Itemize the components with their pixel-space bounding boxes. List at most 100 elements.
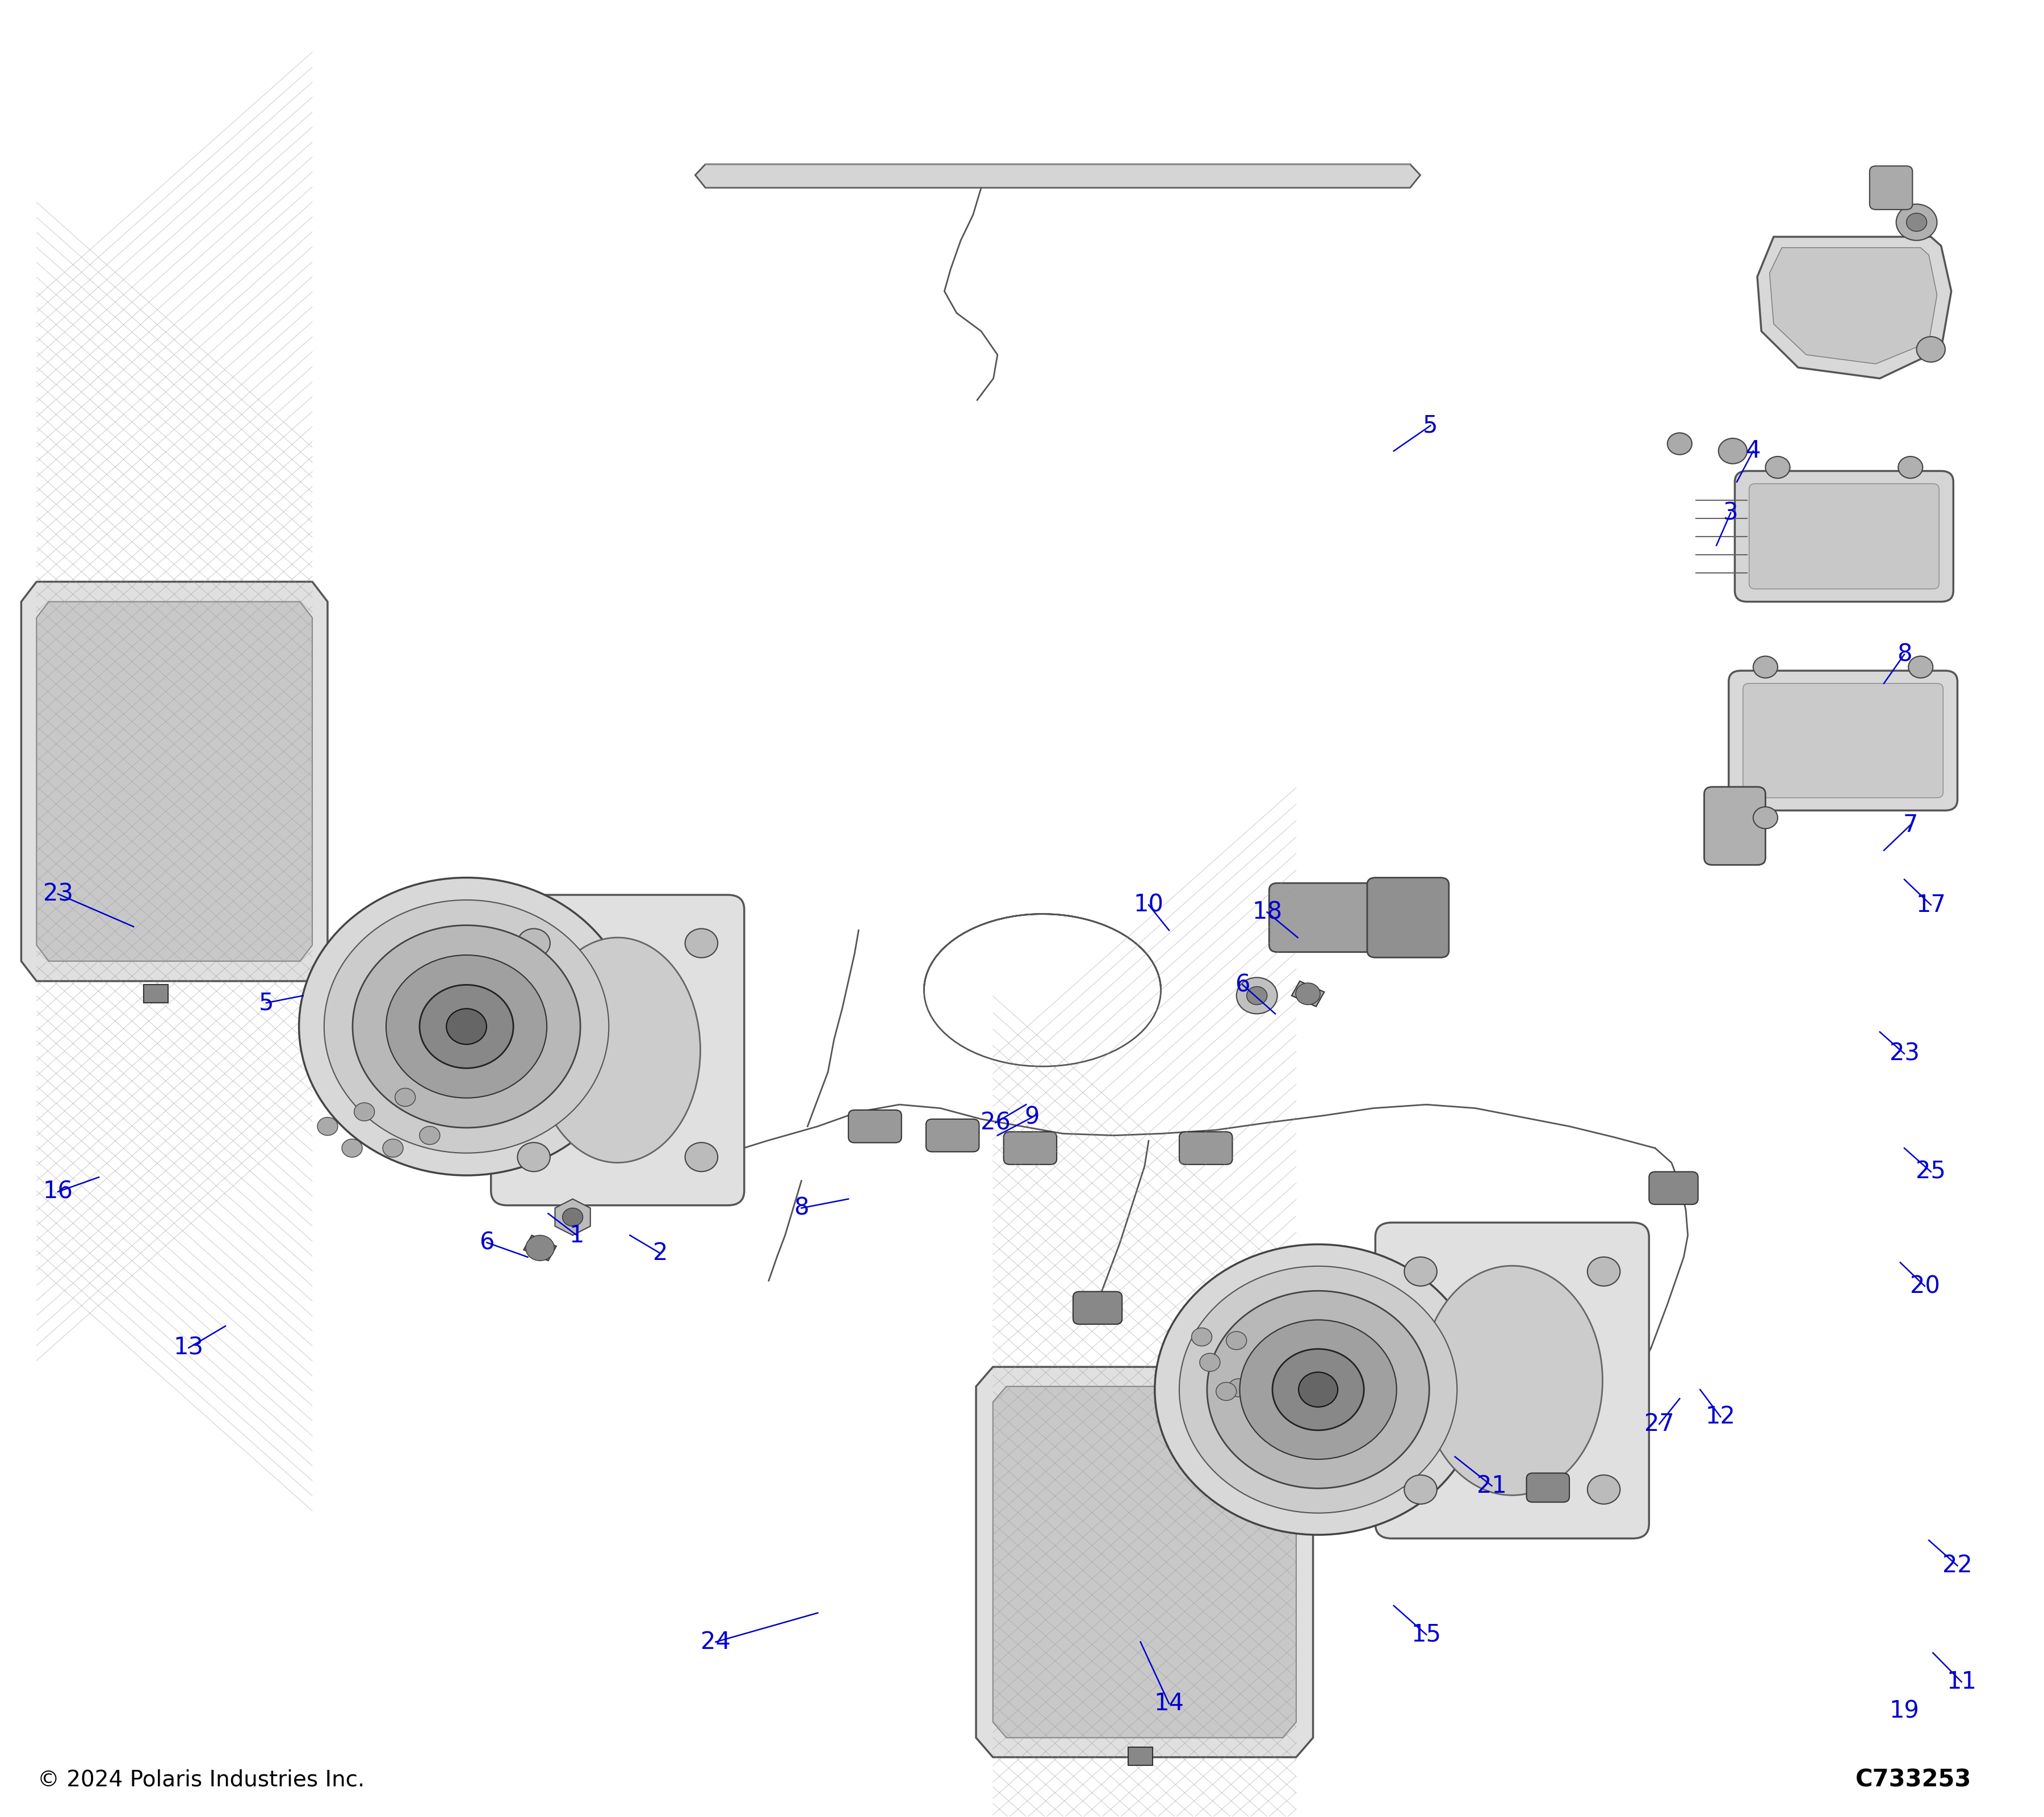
Circle shape (1200, 1354, 1220, 1372)
Circle shape (382, 1139, 403, 1157)
Circle shape (685, 1143, 717, 1172)
Polygon shape (1758, 236, 1952, 378)
Polygon shape (695, 164, 1421, 187)
FancyBboxPatch shape (1705, 787, 1766, 865)
Circle shape (419, 1127, 439, 1145)
Circle shape (1719, 438, 1748, 463)
Text: 6: 6 (1235, 972, 1251, 998)
Text: 25: 25 (1915, 1159, 1946, 1183)
Text: 11: 11 (1946, 1670, 1977, 1693)
Text: 1: 1 (568, 1223, 585, 1246)
Circle shape (325, 899, 609, 1154)
Circle shape (517, 1143, 550, 1172)
Circle shape (1226, 1332, 1247, 1350)
Circle shape (419, 985, 513, 1068)
Circle shape (525, 1236, 554, 1261)
Text: 7: 7 (1903, 812, 1917, 838)
Circle shape (1754, 656, 1778, 678)
FancyBboxPatch shape (1744, 683, 1944, 798)
Text: 23: 23 (1889, 1041, 1919, 1065)
Bar (1128, 1748, 1153, 1766)
Circle shape (1208, 1290, 1429, 1488)
Text: 5: 5 (260, 990, 274, 1016)
Text: 10: 10 (1134, 892, 1163, 918)
Circle shape (341, 1139, 362, 1157)
Circle shape (1899, 456, 1923, 478)
Circle shape (1907, 213, 1927, 231)
Text: 27: 27 (1643, 1412, 1674, 1435)
Circle shape (394, 1088, 415, 1107)
Circle shape (386, 956, 548, 1097)
Text: 24: 24 (701, 1630, 730, 1653)
Text: © 2024 Polaris Industries Inc.: © 2024 Polaris Industries Inc. (37, 1770, 364, 1792)
Text: 16: 16 (43, 1179, 74, 1203)
Text: 14: 14 (1155, 1692, 1183, 1715)
Text: 12: 12 (1705, 1405, 1735, 1428)
Text: 18: 18 (1253, 899, 1282, 925)
Text: 6: 6 (480, 1230, 495, 1254)
Circle shape (1909, 656, 1934, 678)
Circle shape (1216, 1383, 1237, 1401)
Circle shape (1766, 456, 1791, 478)
FancyBboxPatch shape (1650, 1172, 1699, 1205)
Circle shape (352, 925, 580, 1128)
Text: 26: 26 (981, 1110, 1010, 1134)
Circle shape (1273, 1348, 1363, 1430)
Text: 17: 17 (1915, 892, 1946, 918)
FancyBboxPatch shape (1004, 1132, 1057, 1165)
Text: 8: 8 (1897, 643, 1911, 667)
Text: 15: 15 (1410, 1623, 1441, 1646)
Circle shape (1298, 1372, 1337, 1406)
Circle shape (517, 928, 550, 958)
FancyBboxPatch shape (848, 1110, 901, 1143)
Circle shape (1588, 1475, 1621, 1504)
Circle shape (1588, 1257, 1621, 1286)
Circle shape (317, 1117, 337, 1136)
Polygon shape (977, 1366, 1312, 1757)
Circle shape (1179, 1266, 1457, 1514)
Circle shape (1155, 1245, 1482, 1535)
Text: 13: 13 (174, 1335, 204, 1359)
Text: 20: 20 (1909, 1274, 1940, 1297)
Circle shape (1917, 336, 1946, 362)
FancyBboxPatch shape (491, 896, 744, 1205)
Polygon shape (1770, 247, 1938, 363)
FancyBboxPatch shape (1527, 1474, 1570, 1503)
Text: 2: 2 (652, 1241, 668, 1265)
FancyBboxPatch shape (1750, 483, 1940, 589)
Circle shape (1296, 983, 1320, 1005)
Circle shape (446, 1008, 486, 1045)
FancyBboxPatch shape (926, 1119, 979, 1152)
FancyBboxPatch shape (1367, 878, 1449, 958)
FancyBboxPatch shape (1376, 1223, 1650, 1539)
Text: 19: 19 (1889, 1699, 1919, 1723)
Text: 5: 5 (1423, 414, 1439, 438)
FancyBboxPatch shape (1870, 165, 1913, 209)
Circle shape (354, 1103, 374, 1121)
Bar (143, 985, 168, 1003)
Polygon shape (20, 581, 327, 981)
Text: 8: 8 (793, 1196, 809, 1219)
Circle shape (1237, 978, 1278, 1014)
Circle shape (562, 1208, 583, 1226)
Circle shape (1404, 1257, 1437, 1286)
Ellipse shape (1423, 1266, 1602, 1495)
Polygon shape (1292, 981, 1325, 1007)
Polygon shape (993, 1386, 1296, 1737)
Circle shape (1228, 1379, 1249, 1397)
Circle shape (1754, 807, 1778, 829)
Polygon shape (523, 1236, 556, 1261)
Text: 3: 3 (1723, 501, 1737, 525)
FancyBboxPatch shape (1179, 1132, 1233, 1165)
Polygon shape (37, 601, 313, 961)
FancyBboxPatch shape (1735, 471, 1954, 601)
Circle shape (685, 928, 717, 958)
Text: 4: 4 (1746, 440, 1760, 463)
Ellipse shape (536, 938, 701, 1163)
Circle shape (1247, 987, 1267, 1005)
Circle shape (1668, 432, 1692, 454)
Text: 23: 23 (43, 881, 74, 907)
Circle shape (298, 878, 634, 1176)
FancyBboxPatch shape (1073, 1292, 1122, 1325)
Text: 9: 9 (1024, 1105, 1040, 1128)
